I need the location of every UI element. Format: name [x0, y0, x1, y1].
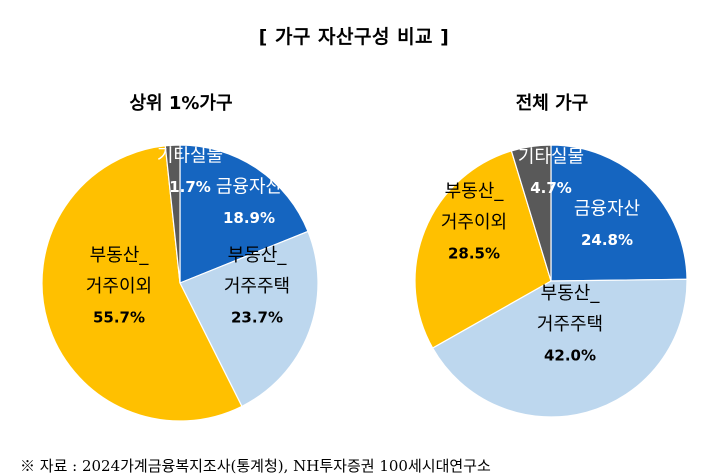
pie-value-label-0-other_physical: 1.7% — [169, 178, 211, 196]
pie-slice-0-real_estate_other — [41, 145, 243, 422]
pie-value-label-0-real_estate_other: 55.7% — [93, 309, 145, 327]
pie-value-label-1-financial: 24.8% — [581, 231, 633, 249]
pie-slice-1-real_estate_other — [414, 150, 552, 349]
chart-title-all-households: 전체 가구 — [515, 93, 589, 114]
main-title: [ 가구 자산구성 비교 ] — [258, 26, 450, 48]
pie-slice-0-housing — [179, 230, 319, 408]
pie-category-label-1-real_estate_other: 거주이외 — [441, 212, 507, 233]
pie-category-label-1-housing: 부동산_ — [541, 283, 601, 304]
pie-category-label-0-other_physical: 기타실물 — [157, 146, 223, 167]
pie-category-label-0-housing: 거주주택 — [224, 276, 290, 297]
pie-slice-1-other_physical — [510, 144, 552, 282]
pie-value-label-1-other_physical: 4.7% — [530, 179, 572, 197]
pie-category-label-0-real_estate_other: 거주이외 — [86, 276, 152, 297]
pie-value-label-0-financial: 18.9% — [223, 209, 275, 227]
pie-slice-1-housing — [431, 278, 688, 418]
pie-value-label-1-real_estate_other: 28.5% — [448, 245, 500, 263]
chart-title-top1pct: 상위 1%가구 — [129, 93, 233, 114]
pie-value-label-0-housing: 23.7% — [231, 309, 283, 327]
pie-category-label-0-housing: 부동산_ — [228, 245, 288, 266]
pie-value-label-1-housing: 42.0% — [544, 347, 596, 365]
source-note: ※ 자료 : 2024가계금융복지조사(통계청), NH투자증권 100세시대연… — [20, 457, 491, 475]
pie-category-label-1-financial: 금융자산 — [574, 199, 640, 220]
pie-slice-0-financial — [179, 144, 309, 284]
pie-category-label-1-housing: 거주주택 — [537, 314, 603, 335]
pie-category-label-0-real_estate_other: 부동산_ — [90, 245, 150, 266]
pie-category-label-1-real_estate_other: 부동산_ — [445, 181, 505, 202]
pie-category-label-0-financial: 금융자산 — [216, 177, 282, 198]
pie-slice-0-other_physical — [164, 144, 181, 284]
pie-category-label-1-other_physical: 기타실물 — [518, 147, 584, 168]
pie-slice-1-financial — [550, 144, 688, 282]
